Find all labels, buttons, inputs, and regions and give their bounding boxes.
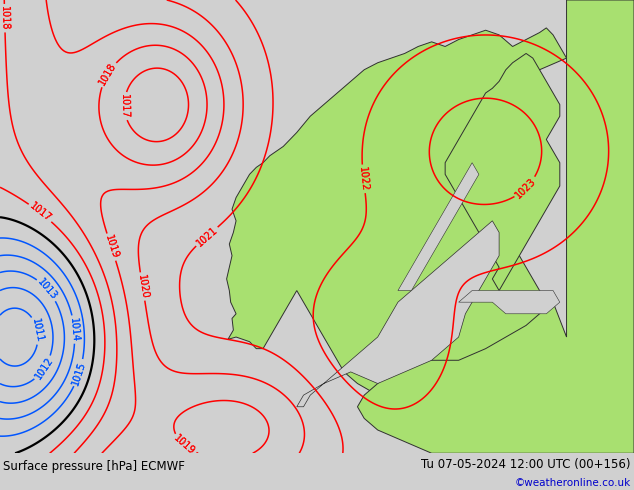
Text: 1018: 1018: [97, 61, 119, 87]
Text: 1020: 1020: [136, 273, 150, 299]
Text: 1019: 1019: [172, 433, 197, 457]
Text: 1011: 1011: [30, 318, 44, 343]
Text: 1013: 1013: [36, 277, 59, 302]
Text: 1012: 1012: [33, 355, 55, 381]
Text: 1015: 1015: [70, 360, 87, 386]
Polygon shape: [358, 0, 634, 453]
Text: 1023: 1023: [514, 176, 538, 200]
Text: ©weatheronline.co.uk: ©weatheronline.co.uk: [515, 478, 631, 488]
Text: 1012: 1012: [33, 355, 55, 381]
Text: 1018: 1018: [97, 61, 119, 87]
Text: 1018: 1018: [0, 6, 10, 30]
Text: 1022: 1022: [357, 166, 370, 192]
Text: 1014: 1014: [68, 317, 81, 342]
Polygon shape: [297, 221, 499, 407]
Polygon shape: [445, 53, 560, 291]
Text: 1011: 1011: [30, 318, 44, 343]
Polygon shape: [226, 28, 567, 395]
Text: 1019: 1019: [172, 433, 197, 457]
Text: Tu 07-05-2024 12:00 UTC (00+156): Tu 07-05-2024 12:00 UTC (00+156): [422, 458, 631, 471]
Text: 1020: 1020: [136, 273, 150, 299]
Text: 1017: 1017: [119, 94, 130, 119]
Text: 1014: 1014: [68, 317, 81, 342]
Text: Surface pressure [hPa] ECMWF: Surface pressure [hPa] ECMWF: [3, 460, 185, 473]
Text: 1019: 1019: [103, 234, 120, 260]
Polygon shape: [458, 291, 560, 314]
Polygon shape: [398, 163, 479, 291]
Text: 1021: 1021: [194, 224, 219, 248]
Text: 1022: 1022: [357, 166, 370, 192]
Text: 1017: 1017: [27, 201, 53, 224]
Text: 1023: 1023: [514, 176, 538, 200]
Text: 1021: 1021: [194, 224, 219, 248]
Text: 1015: 1015: [70, 360, 87, 386]
Text: 1018: 1018: [0, 6, 10, 30]
Text: 1017: 1017: [27, 201, 53, 224]
Text: 1017: 1017: [119, 94, 130, 119]
Text: 1013: 1013: [36, 277, 59, 302]
Text: 1019: 1019: [103, 234, 120, 260]
